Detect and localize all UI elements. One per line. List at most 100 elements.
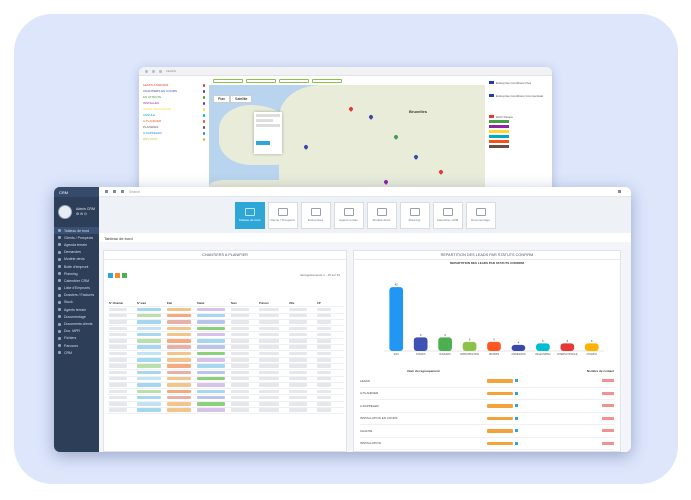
bar[interactable] (413, 337, 428, 351)
bar[interactable] (438, 337, 452, 351)
table-row[interactable] (108, 370, 344, 377)
filter-chip[interactable] (246, 78, 276, 83)
sidebar-item[interactable]: Agenda terrain (54, 241, 99, 248)
table-row[interactable] (108, 383, 344, 390)
column-header[interactable]: Etat (167, 302, 172, 306)
home-icon[interactable] (113, 190, 116, 193)
map-tab-plan[interactable]: Plan (213, 95, 231, 103)
map-filter-row[interactable]: A PLANIFIER (143, 118, 205, 124)
info-icon[interactable] (515, 441, 518, 445)
sidebar-item[interactable]: Calendrier CRM (54, 277, 99, 284)
refresh-icon[interactable] (122, 273, 127, 278)
bar[interactable] (584, 343, 599, 351)
map-filter-row[interactable]: PLANIFIES (143, 124, 205, 130)
sidebar-item[interactable]: CRM (54, 349, 99, 356)
sidebar-item[interactable]: Tableau de bord (54, 227, 99, 235)
sidebar-item[interactable]: Planning (54, 270, 99, 277)
table-row[interactable] (108, 376, 344, 383)
settings-icon[interactable] (618, 190, 621, 193)
avatar[interactable] (58, 205, 72, 219)
module-tile[interactable]: Clients / Prospects (267, 201, 298, 229)
print-icon[interactable] (115, 273, 120, 278)
table-row[interactable] (108, 320, 344, 327)
table-row[interactable] (108, 307, 344, 314)
bar[interactable] (389, 287, 404, 351)
export-icon[interactable] (108, 273, 113, 278)
table-row[interactable] (108, 395, 344, 402)
sidebar-brand[interactable]: CRM (54, 187, 99, 197)
grid-icon[interactable] (121, 190, 124, 193)
group-row[interactable]: CHANTE (360, 425, 614, 438)
module-tile[interactable]: Entreprises (300, 201, 331, 229)
group-row[interactable]: INSTALLATION (360, 438, 614, 450)
popup-button[interactable] (256, 141, 271, 145)
filter-chip[interactable] (279, 78, 309, 83)
column-header[interactable]: CP (317, 302, 321, 306)
bar[interactable] (511, 344, 526, 351)
module-tile[interactable]: Agents terrain (333, 201, 364, 229)
table-row[interactable] (108, 351, 344, 358)
sidebar-item[interactable]: Dossiers / Factures (54, 292, 99, 299)
map-filter-row[interactable]: A RAPPELER (143, 130, 205, 136)
column-header[interactable]: Statut (197, 302, 205, 306)
table-row[interactable] (108, 402, 344, 409)
map-filter-row[interactable]: ANNULE (143, 112, 205, 118)
column-header[interactable]: N° Chantier (109, 302, 124, 306)
table-row[interactable] (108, 358, 344, 364)
info-icon[interactable] (515, 379, 518, 383)
table-row[interactable] (108, 332, 344, 339)
bar[interactable] (536, 343, 550, 351)
table-row[interactable] (108, 345, 344, 352)
table-row[interactable] (108, 313, 344, 320)
map-legend: Entreprise Conditions Flex Entreprise Con… (485, 76, 552, 227)
sidebar-item[interactable]: Documentage (54, 313, 99, 320)
module-tile[interactable]: Planning (399, 201, 430, 229)
table-row[interactable] (108, 408, 344, 415)
group-row[interactable]: LEADS (360, 375, 614, 388)
table-row[interactable] (108, 326, 344, 333)
sidebar-item[interactable]: Doc. MPR (54, 328, 99, 335)
sidebar-item[interactable]: Liste d'Emprunts (54, 285, 99, 292)
search-input[interactable]: Search (129, 189, 141, 194)
sidebar-item[interactable]: Clients / Prospects (54, 234, 99, 241)
table-row[interactable] (108, 339, 344, 346)
bar[interactable] (487, 341, 501, 351)
sidebar-item[interactable]: Boite d'emprunt (54, 263, 99, 270)
group-row[interactable]: INSTALLATION EN COURS (360, 413, 614, 425)
map-filter-row[interactable]: CHANTIERS EN COURS (143, 88, 205, 94)
info-icon[interactable] (515, 391, 518, 395)
group-row[interactable]: A PLANIFIER (360, 388, 614, 400)
sidebar-item[interactable]: Modèle devis (54, 256, 99, 263)
map-filter-row[interactable]: EN ATTENTE (143, 94, 205, 100)
sidebar-item[interactable]: Documents clients (54, 320, 99, 327)
menu-toggle-icon[interactable] (105, 190, 108, 193)
table-row[interactable] (108, 389, 344, 396)
map-filter-row[interactable]: RDV PRIS (143, 136, 205, 142)
table-row[interactable] (108, 364, 344, 371)
bar[interactable] (462, 341, 477, 351)
filter-chip[interactable] (213, 78, 243, 83)
map-filter-row[interactable]: INSTALLES (143, 100, 205, 106)
module-tile[interactable]: Tableau de bord (234, 201, 265, 229)
group-row[interactable]: A RAPPELER (360, 400, 614, 413)
sidebar-item[interactable]: Fichiers (54, 335, 99, 342)
column-header[interactable]: Ville (289, 302, 295, 306)
sidebar-item[interactable]: Stock (54, 299, 99, 306)
map-tab-satellite[interactable]: Satellite (230, 95, 253, 103)
module-tile[interactable]: Calendrier CRM (432, 201, 463, 229)
map-filter-row[interactable]: LEADS A DEFINIR (143, 82, 205, 88)
map-filter-row[interactable]: VISITE TECHNIQUE (143, 106, 205, 112)
info-icon[interactable] (515, 404, 518, 408)
sidebar-item[interactable]: Parcours (54, 342, 99, 349)
bar[interactable] (560, 343, 575, 351)
module-tile[interactable]: Modèle devis (366, 201, 397, 229)
filter-chip[interactable] (312, 78, 342, 83)
column-header[interactable]: N° lead (137, 302, 146, 306)
column-header[interactable]: Nom (231, 302, 237, 306)
column-header[interactable]: Prénom (259, 302, 269, 306)
sidebar-item[interactable]: Demandes (54, 249, 99, 256)
module-tile[interactable]: Documentage (465, 201, 496, 229)
info-icon[interactable] (515, 416, 518, 420)
info-icon[interactable] (515, 429, 518, 433)
sidebar-item[interactable]: Agents terrain (54, 306, 99, 313)
